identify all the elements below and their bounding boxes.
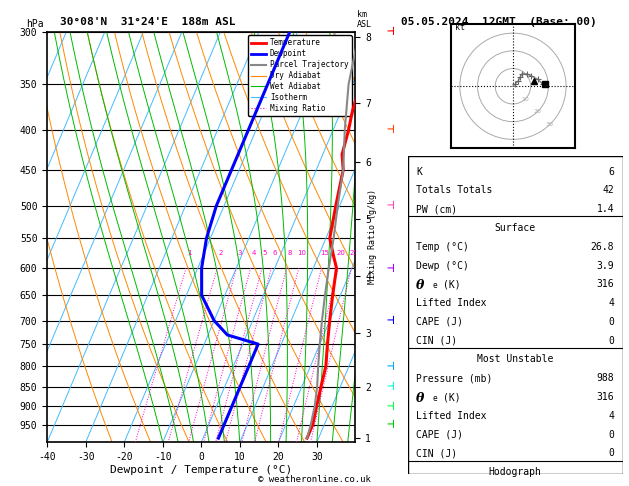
Text: km
ASL: km ASL <box>357 11 372 29</box>
Text: hPa: hPa <box>26 19 44 29</box>
Text: 30: 30 <box>545 122 553 127</box>
Text: ⊣: ⊣ <box>386 314 394 327</box>
Text: 5: 5 <box>263 250 267 257</box>
Text: 316: 316 <box>596 279 614 289</box>
Text: ⊣: ⊣ <box>386 400 394 413</box>
X-axis label: Dewpoint / Temperature (°C): Dewpoint / Temperature (°C) <box>110 465 292 475</box>
Text: ⊣: ⊣ <box>386 199 394 212</box>
Text: 0: 0 <box>608 430 614 440</box>
Legend: Temperature, Dewpoint, Parcel Trajectory, Dry Adiabat, Wet Adiabat, Isotherm, Mi: Temperature, Dewpoint, Parcel Trajectory… <box>248 35 352 116</box>
Text: ⊣: ⊣ <box>386 381 394 393</box>
Text: 988: 988 <box>596 373 614 383</box>
Text: 316: 316 <box>596 392 614 402</box>
Text: 3: 3 <box>238 250 242 257</box>
Text: ⊣: ⊣ <box>386 360 394 373</box>
Text: 1.4: 1.4 <box>596 204 614 214</box>
Text: ⊣: ⊣ <box>386 123 394 136</box>
Text: Totals Totals: Totals Totals <box>416 186 493 195</box>
Text: e: e <box>432 281 437 290</box>
Text: K: K <box>416 167 422 177</box>
Text: θ: θ <box>416 392 425 405</box>
Text: e: e <box>432 394 437 402</box>
Text: 10: 10 <box>521 97 529 102</box>
Text: PW (cm): PW (cm) <box>416 204 457 214</box>
Text: (K): (K) <box>443 279 460 289</box>
Text: CIN (J): CIN (J) <box>416 449 457 458</box>
Text: 26.8: 26.8 <box>591 242 614 252</box>
Text: 30°08'N  31°24'E  188m ASL: 30°08'N 31°24'E 188m ASL <box>60 17 235 27</box>
Text: CAPE (J): CAPE (J) <box>416 430 463 440</box>
Text: Most Unstable: Most Unstable <box>477 354 554 364</box>
Text: 42: 42 <box>603 186 614 195</box>
Text: Lifted Index: Lifted Index <box>416 298 487 308</box>
Text: 0: 0 <box>608 336 614 346</box>
Text: 15: 15 <box>320 250 329 257</box>
Text: Lifted Index: Lifted Index <box>416 411 487 421</box>
Text: CIN (J): CIN (J) <box>416 336 457 346</box>
Text: 4: 4 <box>252 250 256 257</box>
Text: (K): (K) <box>443 392 460 402</box>
Text: 0: 0 <box>608 317 614 327</box>
Text: 2: 2 <box>218 250 223 257</box>
Text: 20: 20 <box>533 109 541 114</box>
Text: Surface: Surface <box>494 223 536 233</box>
Text: 8: 8 <box>287 250 292 257</box>
Text: 6: 6 <box>272 250 277 257</box>
Text: 4: 4 <box>608 298 614 308</box>
Text: 3.9: 3.9 <box>596 260 614 271</box>
Text: 6: 6 <box>608 167 614 177</box>
Text: 1: 1 <box>187 250 192 257</box>
Text: ⊣: ⊣ <box>386 418 394 431</box>
Text: 4: 4 <box>608 411 614 421</box>
Text: Temp (°C): Temp (°C) <box>416 242 469 252</box>
Text: 20: 20 <box>337 250 345 257</box>
Text: 0: 0 <box>608 449 614 458</box>
Text: Pressure (mb): Pressure (mb) <box>416 373 493 383</box>
Text: ⊣: ⊣ <box>386 261 394 275</box>
Text: © weatheronline.co.uk: © weatheronline.co.uk <box>258 474 371 484</box>
Text: 05.05.2024  12GMT  (Base: 00): 05.05.2024 12GMT (Base: 00) <box>401 17 597 27</box>
Text: 10: 10 <box>298 250 306 257</box>
Text: θ: θ <box>416 279 425 293</box>
Text: ⊣: ⊣ <box>386 25 394 38</box>
Text: CAPE (J): CAPE (J) <box>416 317 463 327</box>
Text: 25: 25 <box>350 250 359 257</box>
FancyBboxPatch shape <box>408 156 623 474</box>
Text: Mixing Ratio (g/kg): Mixing Ratio (g/kg) <box>369 190 377 284</box>
Text: Hodograph: Hodograph <box>489 467 542 477</box>
Text: kt: kt <box>455 23 465 32</box>
Text: Dewp (°C): Dewp (°C) <box>416 260 469 271</box>
